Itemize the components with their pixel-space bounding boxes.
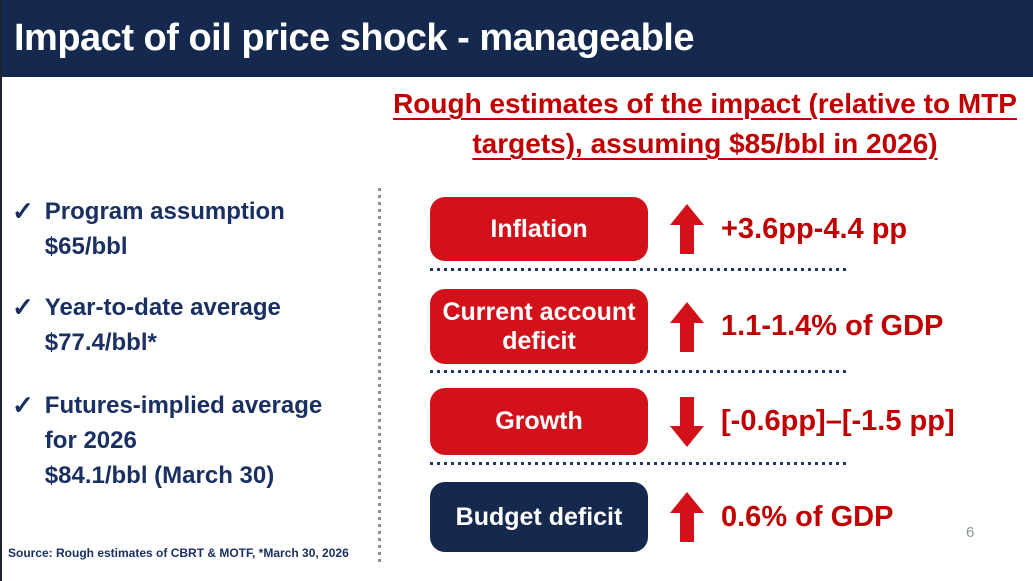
dotted-separator	[430, 268, 848, 271]
bullet-line: $84.1/bbl (March 30)	[44, 462, 275, 489]
arrow-shaft	[680, 225, 694, 254]
arrow-head	[670, 425, 704, 447]
impact-heading: Rough estimates of the impact (relative …	[393, 88, 1017, 159]
impact-label-box: Budget deficit	[430, 482, 648, 552]
check-icon: ✓	[12, 390, 34, 420]
impact-value: 0.6% of GDP	[721, 500, 894, 533]
arrow-shaft	[680, 513, 694, 542]
check-icon: ✓	[12, 292, 34, 322]
arrow-shaft	[680, 322, 694, 352]
slide-left-edge	[0, 0, 2, 581]
impact-row-inflation: Inflation +3.6pp-4.4 pp	[430, 197, 907, 261]
bullet-text: Futures-implied average for 2026 $84.1/b…	[45, 388, 322, 493]
impact-row-growth: Growth [-0.6pp]–[-1.5 pp]	[430, 388, 955, 455]
impact-label-box: Inflation	[430, 197, 648, 261]
impact-row-current-account: Current account deficit 1.1-1.4% of GDP	[430, 289, 943, 364]
impact-value: 1.1-1.4% of GDP	[721, 310, 944, 342]
bullet-line: for 2026	[44, 427, 137, 454]
dotted-separator	[430, 462, 848, 465]
bullet-ytd-average: ✓ Year-to-date average $77.4/bbl*	[12, 290, 372, 360]
dotted-separator	[430, 370, 848, 373]
arrow-head	[670, 492, 704, 513]
impact-label-box: Current account deficit	[430, 289, 648, 364]
up-arrow-icon	[670, 301, 704, 352]
page-number: 6	[966, 524, 975, 541]
up-arrow-icon	[670, 204, 704, 254]
bullet-line: Year-to-date average	[44, 294, 281, 321]
impact-value: [-0.6pp]–[-1.5 pp]	[721, 405, 955, 437]
arrow-shaft	[680, 396, 694, 426]
slide-title: Impact of oil price shock - manageable	[14, 17, 694, 59]
check-icon: ✓	[12, 196, 34, 226]
title-bar: Impact of oil price shock - manageable	[0, 0, 1033, 77]
impact-value: +3.6pp-4.4 pp	[721, 212, 908, 245]
impact-label: Budget deficit	[455, 502, 623, 531]
impact-label-box: Growth	[430, 388, 648, 455]
bullet-text: Year-to-date average $77.4/bbl*	[45, 290, 281, 360]
impact-row-budget-deficit: Budget deficit 0.6% of GDP	[430, 482, 893, 552]
impact-label: Inflation	[490, 214, 588, 243]
bullet-futures-average: ✓ Futures-implied average for 2026 $84.1…	[12, 388, 372, 493]
bullet-line: $77.4/bbl*	[44, 329, 157, 356]
bullet-program-assumption: ✓ Program assumption $65/bbl	[12, 194, 372, 264]
down-arrow-icon	[670, 396, 704, 447]
bullet-line: $65/bbl	[44, 233, 128, 260]
vertical-dotted-divider	[378, 188, 381, 562]
bullet-line: Futures-implied average	[44, 392, 323, 419]
bullet-line: Program assumption	[44, 198, 285, 225]
up-arrow-icon	[670, 492, 704, 542]
arrow-head	[670, 301, 704, 323]
impact-label: Growth	[495, 407, 583, 436]
impact-label: Current account deficit	[442, 297, 636, 355]
bullet-text: Program assumption $65/bbl	[45, 194, 285, 264]
arrow-head	[670, 204, 704, 225]
source-note: Source: Rough estimates of CBRT & MOTF, …	[8, 546, 349, 560]
